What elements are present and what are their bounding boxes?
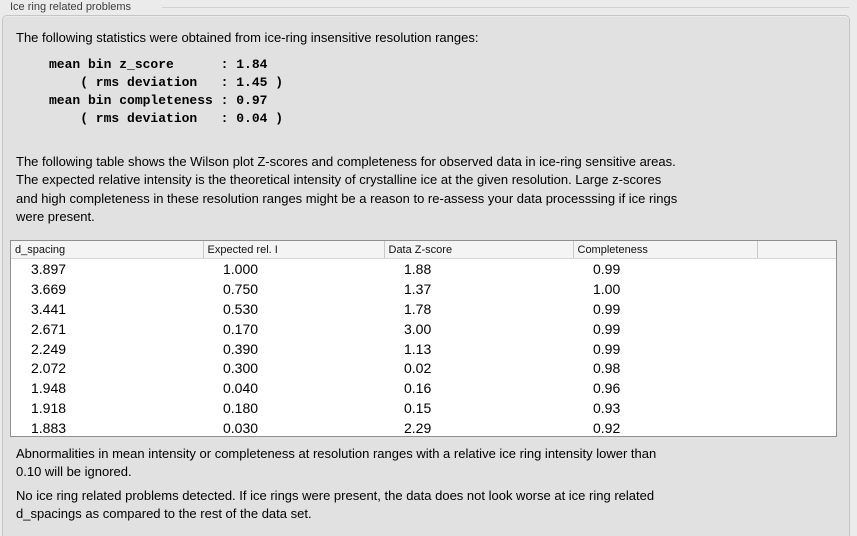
table-cell: 1.13 bbox=[404, 340, 432, 357]
table-cell: 0.99 bbox=[593, 340, 621, 357]
table-cell: 0.390 bbox=[223, 340, 259, 357]
table-cell bbox=[757, 418, 836, 436]
table-cell: 3.441 bbox=[31, 300, 67, 317]
table-cell: 1.883 bbox=[31, 420, 67, 437]
table-cell: 0.16 bbox=[404, 380, 432, 397]
table-cell: 0.99 bbox=[593, 260, 621, 277]
table-cell: 3.897 bbox=[31, 260, 67, 277]
table-cell bbox=[757, 358, 836, 378]
table-cell: 2.671 bbox=[31, 320, 67, 337]
table-row[interactable]: 2.249 0.390 1.13 0.99 bbox=[11, 339, 836, 359]
table-row[interactable]: 3.441 0.530 1.78 0.99 bbox=[11, 299, 836, 319]
column-header-d-spacing[interactable]: d_spacing bbox=[11, 241, 203, 259]
table-row[interactable]: 3.669 0.750 1.37 1.00 bbox=[11, 279, 836, 299]
statistics-block: mean bin z_score : 1.84 ( rms deviation … bbox=[49, 57, 284, 126]
table-cell bbox=[757, 279, 836, 299]
table-cell: 1.948 bbox=[31, 380, 67, 397]
column-header-expected-rel-i[interactable]: Expected rel. I bbox=[202, 241, 384, 259]
conclusion-paragraph: No ice ring related problems detected. I… bbox=[16, 488, 655, 521]
table-cell: 2.29 bbox=[404, 420, 432, 437]
table-cell: 3.00 bbox=[404, 320, 432, 337]
table-cell bbox=[757, 398, 836, 418]
ignore-threshold-paragraph: Abnormalities in mean intensity or compl… bbox=[16, 446, 657, 479]
table-row[interactable]: 1.948 0.040 0.16 0.96 bbox=[11, 378, 836, 398]
table-cell: 0.99 bbox=[593, 320, 621, 337]
table-cell: 0.96 bbox=[593, 380, 621, 397]
table-row[interactable]: 2.671 0.170 3.00 0.99 bbox=[11, 319, 836, 339]
table-cell: 0.15 bbox=[404, 400, 432, 417]
table-cell: 1.000 bbox=[223, 260, 259, 277]
table-cell: 0.180 bbox=[223, 400, 259, 417]
column-header-completeness[interactable]: Completeness bbox=[572, 241, 757, 259]
table-header-row: d_spacing Expected rel. I Data Z-score Comp… bbox=[11, 241, 836, 259]
table-row[interactable]: 2.072 0.300 0.02 0.98 bbox=[11, 358, 836, 378]
table-cell bbox=[757, 339, 836, 359]
table-cell: 0.750 bbox=[223, 280, 259, 297]
group-box-title: Ice ring related problems bbox=[10, 1, 132, 13]
table-row[interactable]: 1.883 0.030 2.29 0.92 bbox=[11, 418, 836, 437]
table-cell: 1.918 bbox=[31, 400, 67, 417]
table-cell: 1.88 bbox=[404, 260, 432, 277]
column-header-blank[interactable] bbox=[756, 241, 836, 259]
table-cell: 3.669 bbox=[31, 280, 67, 297]
table-cell: 1.00 bbox=[593, 280, 621, 297]
table-cell: 0.98 bbox=[593, 360, 621, 377]
table-cell bbox=[757, 319, 836, 339]
table-cell: 2.072 bbox=[31, 360, 67, 377]
table-cell: 1.78 bbox=[404, 300, 432, 317]
table-row[interactable]: 3.897 1.000 1.88 0.99 bbox=[11, 259, 836, 279]
table-cell: 2.249 bbox=[31, 340, 67, 357]
table-cell bbox=[757, 259, 836, 279]
table-cell: 0.93 bbox=[593, 400, 621, 417]
column-header-data-z-score[interactable]: Data Z-score bbox=[383, 241, 573, 259]
ice-ring-table: d_spacing Expected rel. I Data Z-score Comp… bbox=[11, 241, 836, 437]
table-cell: 0.92 bbox=[593, 420, 621, 437]
table-cell: 0.040 bbox=[223, 380, 259, 397]
table-cell bbox=[757, 299, 836, 319]
table-cell: 0.030 bbox=[223, 420, 259, 437]
table-cell: 0.170 bbox=[223, 320, 259, 337]
table-cell: 0.99 bbox=[593, 300, 621, 317]
table-row[interactable]: 1.918 0.180 0.15 0.93 bbox=[11, 398, 836, 418]
table-cell: 1.37 bbox=[404, 280, 432, 297]
ice-ring-table-container: d_spacing Expected rel. I Data Z-score Comp… bbox=[10, 240, 837, 437]
table-description-paragraph: The following table shows the Wilson plo… bbox=[16, 154, 678, 225]
table-cell: 0.530 bbox=[223, 300, 259, 317]
table-cell: 0.300 bbox=[223, 360, 259, 377]
table-cell: 0.02 bbox=[404, 360, 432, 377]
group-box-top-border bbox=[162, 7, 849, 8]
intro-paragraph: The following statistics were obtained f… bbox=[16, 30, 479, 45]
table-cell bbox=[757, 378, 836, 398]
